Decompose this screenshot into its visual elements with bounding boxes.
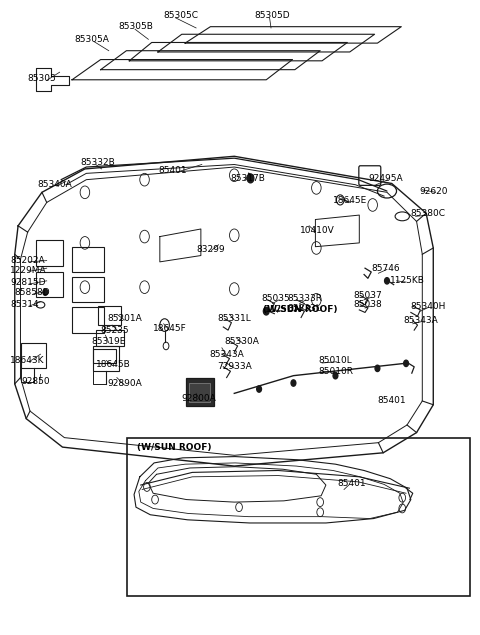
Circle shape bbox=[291, 380, 296, 386]
Text: 1229MA: 1229MA bbox=[10, 265, 47, 274]
Text: 1125DA: 1125DA bbox=[265, 305, 300, 314]
Text: 85746: 85746 bbox=[371, 264, 400, 272]
Text: 85331L: 85331L bbox=[217, 314, 251, 323]
Text: 85305B: 85305B bbox=[118, 22, 153, 31]
Text: 92850: 92850 bbox=[22, 377, 50, 387]
Text: 85201A: 85201A bbox=[108, 314, 142, 323]
Text: 85037: 85037 bbox=[354, 291, 383, 300]
Text: 92800A: 92800A bbox=[182, 394, 216, 403]
Text: 85380C: 85380C bbox=[411, 209, 446, 218]
Text: 85202A: 85202A bbox=[10, 256, 45, 265]
Text: 85401: 85401 bbox=[338, 479, 366, 488]
Text: 85010L: 85010L bbox=[319, 356, 352, 365]
Text: 85317B: 85317B bbox=[230, 174, 265, 183]
Text: 1125KB: 1125KB bbox=[390, 276, 425, 285]
Text: 18645F: 18645F bbox=[153, 324, 187, 333]
Text: 85343A: 85343A bbox=[209, 350, 244, 359]
Circle shape bbox=[375, 365, 380, 371]
Text: 85858D: 85858D bbox=[15, 288, 50, 297]
Text: 85333R: 85333R bbox=[288, 294, 323, 303]
FancyBboxPatch shape bbox=[190, 383, 210, 401]
Text: 92815D: 92815D bbox=[10, 278, 46, 287]
Circle shape bbox=[333, 373, 338, 379]
Circle shape bbox=[247, 174, 254, 183]
Text: 83299: 83299 bbox=[196, 244, 225, 254]
Text: 85305C: 85305C bbox=[164, 11, 199, 20]
Text: 18645B: 18645B bbox=[96, 361, 131, 370]
Text: 85401: 85401 bbox=[377, 396, 406, 406]
Text: 85035: 85035 bbox=[262, 294, 290, 303]
Text: 85330A: 85330A bbox=[225, 337, 260, 346]
Text: 72933A: 72933A bbox=[217, 363, 252, 371]
Text: 85305: 85305 bbox=[28, 74, 56, 83]
Text: 85038: 85038 bbox=[354, 300, 383, 309]
Text: 10410V: 10410V bbox=[300, 226, 335, 235]
Circle shape bbox=[264, 307, 269, 315]
Text: 85010R: 85010R bbox=[319, 367, 354, 376]
Circle shape bbox=[257, 386, 262, 392]
Circle shape bbox=[404, 360, 408, 366]
Text: 85332B: 85332B bbox=[80, 158, 115, 167]
Text: 85333L: 85333L bbox=[288, 304, 322, 312]
Text: 85343A: 85343A bbox=[403, 316, 438, 325]
Text: 85401: 85401 bbox=[159, 166, 188, 175]
Text: 85305D: 85305D bbox=[254, 11, 290, 20]
Text: 85314: 85314 bbox=[10, 300, 38, 309]
Text: 85340H: 85340H bbox=[411, 302, 446, 311]
Circle shape bbox=[384, 277, 389, 284]
Circle shape bbox=[43, 289, 48, 295]
Text: 92890A: 92890A bbox=[108, 379, 142, 389]
Text: 92620: 92620 bbox=[419, 187, 447, 196]
Text: (W/SUN ROOF): (W/SUN ROOF) bbox=[137, 443, 212, 451]
Text: (W/SUN ROOF): (W/SUN ROOF) bbox=[263, 305, 337, 314]
Text: 18645E: 18645E bbox=[333, 196, 367, 205]
Text: 85305A: 85305A bbox=[74, 35, 109, 44]
Text: 18643K: 18643K bbox=[10, 356, 45, 365]
Text: 85235: 85235 bbox=[101, 326, 129, 335]
Text: 85340A: 85340A bbox=[37, 180, 72, 189]
FancyBboxPatch shape bbox=[186, 378, 214, 406]
Text: 92495A: 92495A bbox=[369, 174, 404, 183]
Text: 85319E: 85319E bbox=[91, 337, 125, 346]
